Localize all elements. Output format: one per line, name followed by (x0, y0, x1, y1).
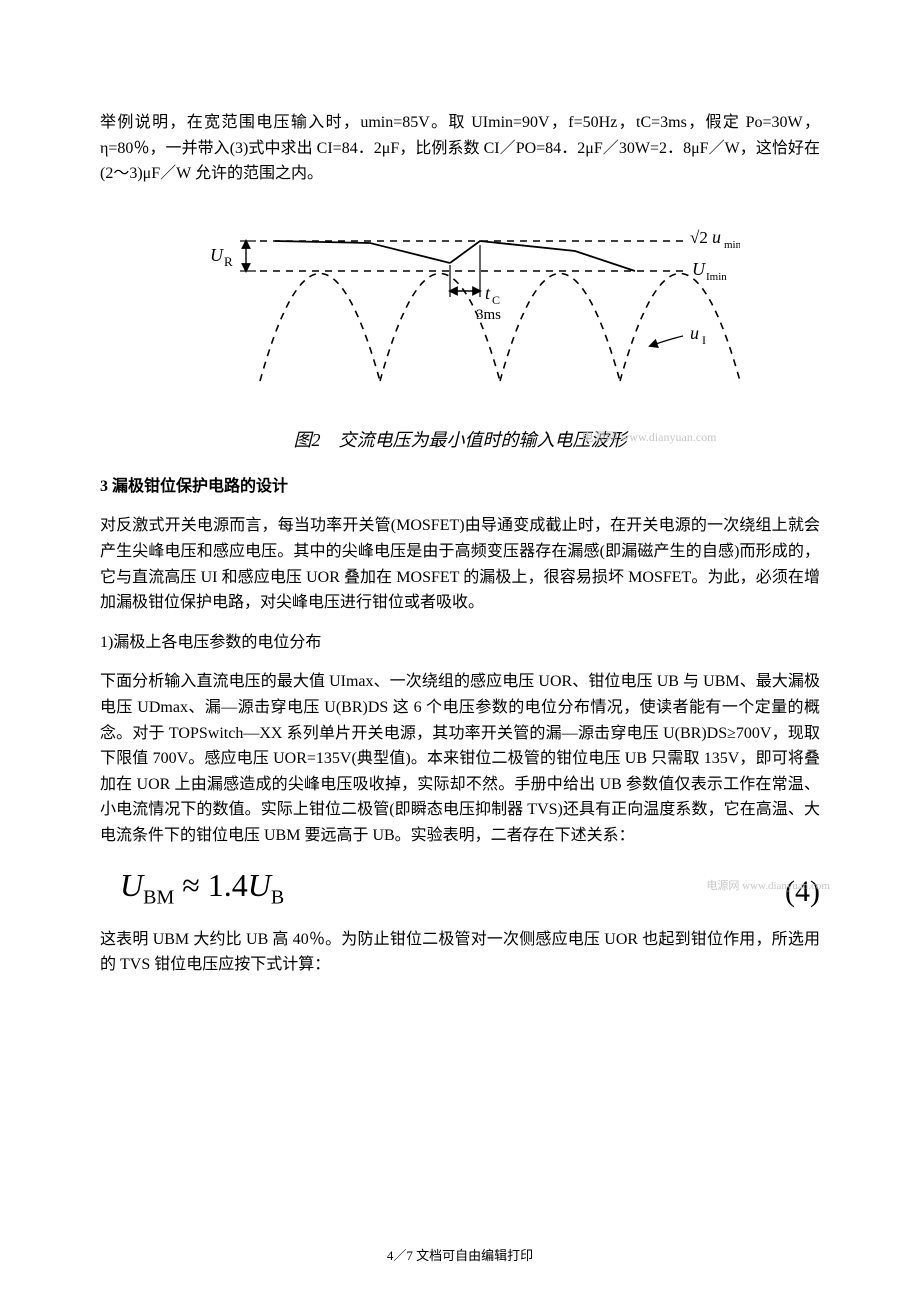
page-footer: 4／7 文档可自由编辑打印 (0, 1245, 920, 1264)
eq-rhs-sub: B (271, 886, 284, 908)
equation-number: (4) 电源网 www.dianyuan.com (785, 875, 820, 909)
svg-text:U: U (692, 259, 706, 279)
paragraph-3c: 下面分析输入直流电压的最大值 UImax、一次绕组的感应电压 UOR、钳位电压 … (100, 669, 820, 848)
watermark-text: 电源网 www.dianyuan.com (706, 877, 830, 919)
waveform-diagram: U R t C 3ms √2 u min U Imin u I (180, 211, 740, 411)
svg-text:3ms: 3ms (476, 307, 501, 323)
svg-text:√2: √2 (690, 228, 708, 247)
svg-text:u: u (712, 227, 721, 247)
paragraph-example: 举例说明，在宽范围电压输入时，umin=85V。取 UImin=90V，f=50… (100, 110, 820, 187)
svg-text:Imin: Imin (706, 271, 727, 283)
paragraph-3b: 1)漏极上各电压参数的电位分布 (100, 630, 820, 656)
section-3-heading: 3 漏极钳位保护电路的设计 (100, 474, 820, 500)
svg-text:U: U (210, 245, 224, 265)
svg-text:I: I (702, 333, 706, 347)
svg-text:t: t (485, 283, 491, 303)
eq-lhs-sub: BM (143, 886, 174, 908)
eq-lhs-var: U (120, 867, 143, 903)
equation-4-row: UBM ≈ 1.4UB (4) 电源网 www.dianyuan.com (120, 867, 820, 909)
paragraph-3a: 对反激式开关电源而言，每当功率开关管(MOSFET)由导通变成截止时，在开关电源… (100, 513, 820, 615)
svg-text:R: R (224, 254, 233, 269)
svg-text:u: u (690, 323, 699, 343)
eq-coef: 1.4 (208, 867, 248, 903)
figure-2-caption-text: 图2 交流电压为最小值时的输入电压波形 (294, 426, 627, 452)
figure-2-caption: 图2 交流电压为最小值时的输入电压波形 电源网 www.dianyuan.com (100, 426, 820, 452)
eq-rhs-var: U (248, 867, 271, 903)
equation-4: UBM ≈ 1.4UB (120, 867, 284, 909)
paragraph-3d: 这表明 UBM 大约比 UB 高 40％。为防止钳位二极管对一次侧感应电压 UO… (100, 927, 820, 978)
svg-text:C: C (492, 293, 500, 307)
svg-text:min: min (724, 239, 740, 251)
watermark-text: 电源网 www.dianyuan.com (582, 428, 717, 450)
page: 举例说明，在宽范围电压输入时，umin=85V。取 UImin=90V，f=50… (0, 0, 920, 1302)
eq-approx: ≈ (182, 867, 200, 903)
figure-2: U R t C 3ms √2 u min U Imin u I (100, 211, 820, 416)
